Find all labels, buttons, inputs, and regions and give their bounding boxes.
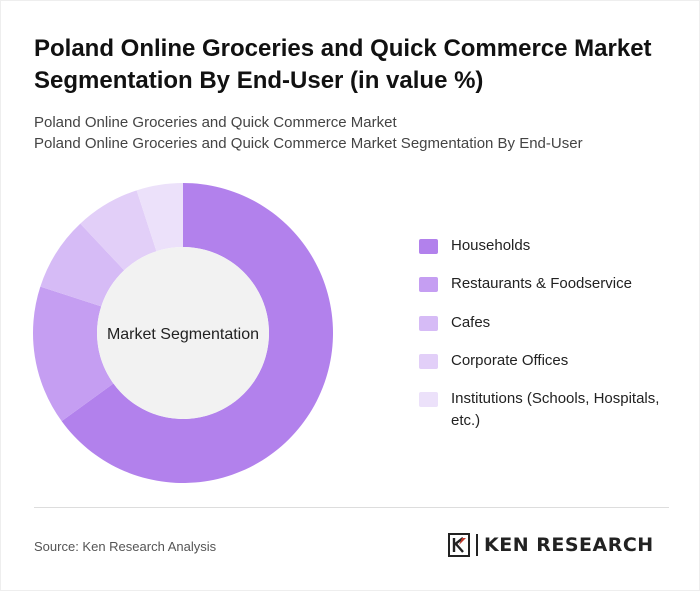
chart-title: Poland Online Groceries and Quick Commer… xyxy=(34,35,652,94)
donut-slice-restaurants-foodservice xyxy=(33,286,114,422)
legend-swatch xyxy=(419,277,438,292)
donut-slice-corporate-offices xyxy=(80,190,157,271)
donut-chart: Market Segmentation xyxy=(33,183,334,483)
chart-subtitle-line1: Poland Online Groceries and Quick Commer… xyxy=(34,114,397,131)
logo-text: KEN RESEARCH xyxy=(484,534,654,556)
legend-label: Corporate Offices xyxy=(451,352,569,369)
legend-item: Households xyxy=(419,235,679,257)
chart-subtitle-line2: Poland Online Groceries and Quick Commer… xyxy=(34,135,583,152)
legend-label: Cafes xyxy=(451,314,491,331)
logo-separator xyxy=(476,534,478,556)
ken-research-logo-icon xyxy=(448,533,470,557)
legend-label: Restaurants & Foodservice xyxy=(451,275,632,292)
donut-center-label: Market Segmentation xyxy=(107,326,259,343)
donut-slice-cafes xyxy=(40,223,125,307)
legend-swatch xyxy=(419,354,438,369)
donut-slice-institutions-schools-hospitals-etc xyxy=(136,183,183,252)
legend-item: Corporate Offices xyxy=(419,350,679,372)
donut-center xyxy=(97,247,269,419)
legend-label: Households xyxy=(451,237,531,254)
source-note: Source: Ken Research Analysis xyxy=(34,539,217,554)
legend-label: Institutions (Schools, Hospitals, etc.) xyxy=(451,390,660,429)
donut-slice-households xyxy=(61,183,334,483)
legend-item: Institutions (Schools, Hospitals, etc.) xyxy=(419,388,679,432)
legend-swatch xyxy=(419,316,438,331)
ken-research-logo: KEN RESEARCH xyxy=(448,532,654,558)
legend-item: Cafes xyxy=(419,312,679,334)
legend-item: Restaurants & Foodservice xyxy=(419,273,679,295)
legend-swatch xyxy=(419,392,438,407)
legend-swatch xyxy=(419,239,438,254)
footer-divider xyxy=(34,507,669,508)
